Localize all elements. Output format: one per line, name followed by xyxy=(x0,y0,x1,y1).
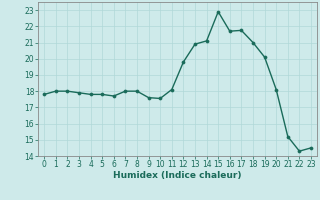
X-axis label: Humidex (Indice chaleur): Humidex (Indice chaleur) xyxy=(113,171,242,180)
